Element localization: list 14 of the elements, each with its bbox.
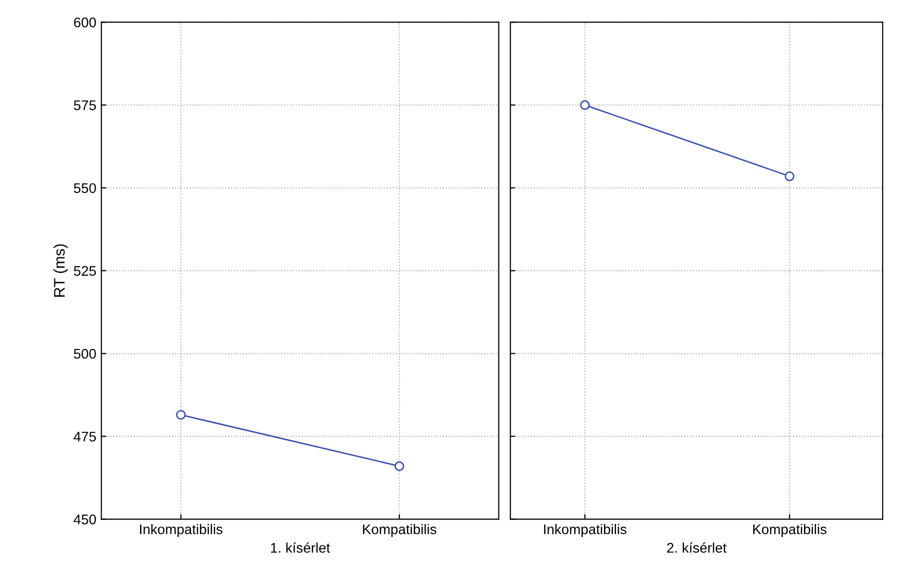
x-axis-title: 2. kísérlet <box>667 542 727 553</box>
y-tick-label: 600 <box>74 18 96 28</box>
y-tick-label: 500 <box>74 348 96 359</box>
x-tick-label: Inkompatibilis <box>544 524 626 537</box>
x-tick-label: Inkompatibilis <box>140 524 222 537</box>
y-tick-label: 450 <box>74 514 96 524</box>
x-axis-title: 1. kísérlet <box>271 542 330 553</box>
y-tick-label: 550 <box>74 183 96 194</box>
y-tick-label: 525 <box>74 266 96 276</box>
y-axis-title: RT (ms) <box>54 244 68 297</box>
x-tick-label: Kompatibilis <box>363 524 436 537</box>
x-tick-label: Kompatibilis <box>753 524 826 537</box>
y-tick-label: 575 <box>74 100 96 110</box>
y-tick-label: 475 <box>74 432 96 442</box>
